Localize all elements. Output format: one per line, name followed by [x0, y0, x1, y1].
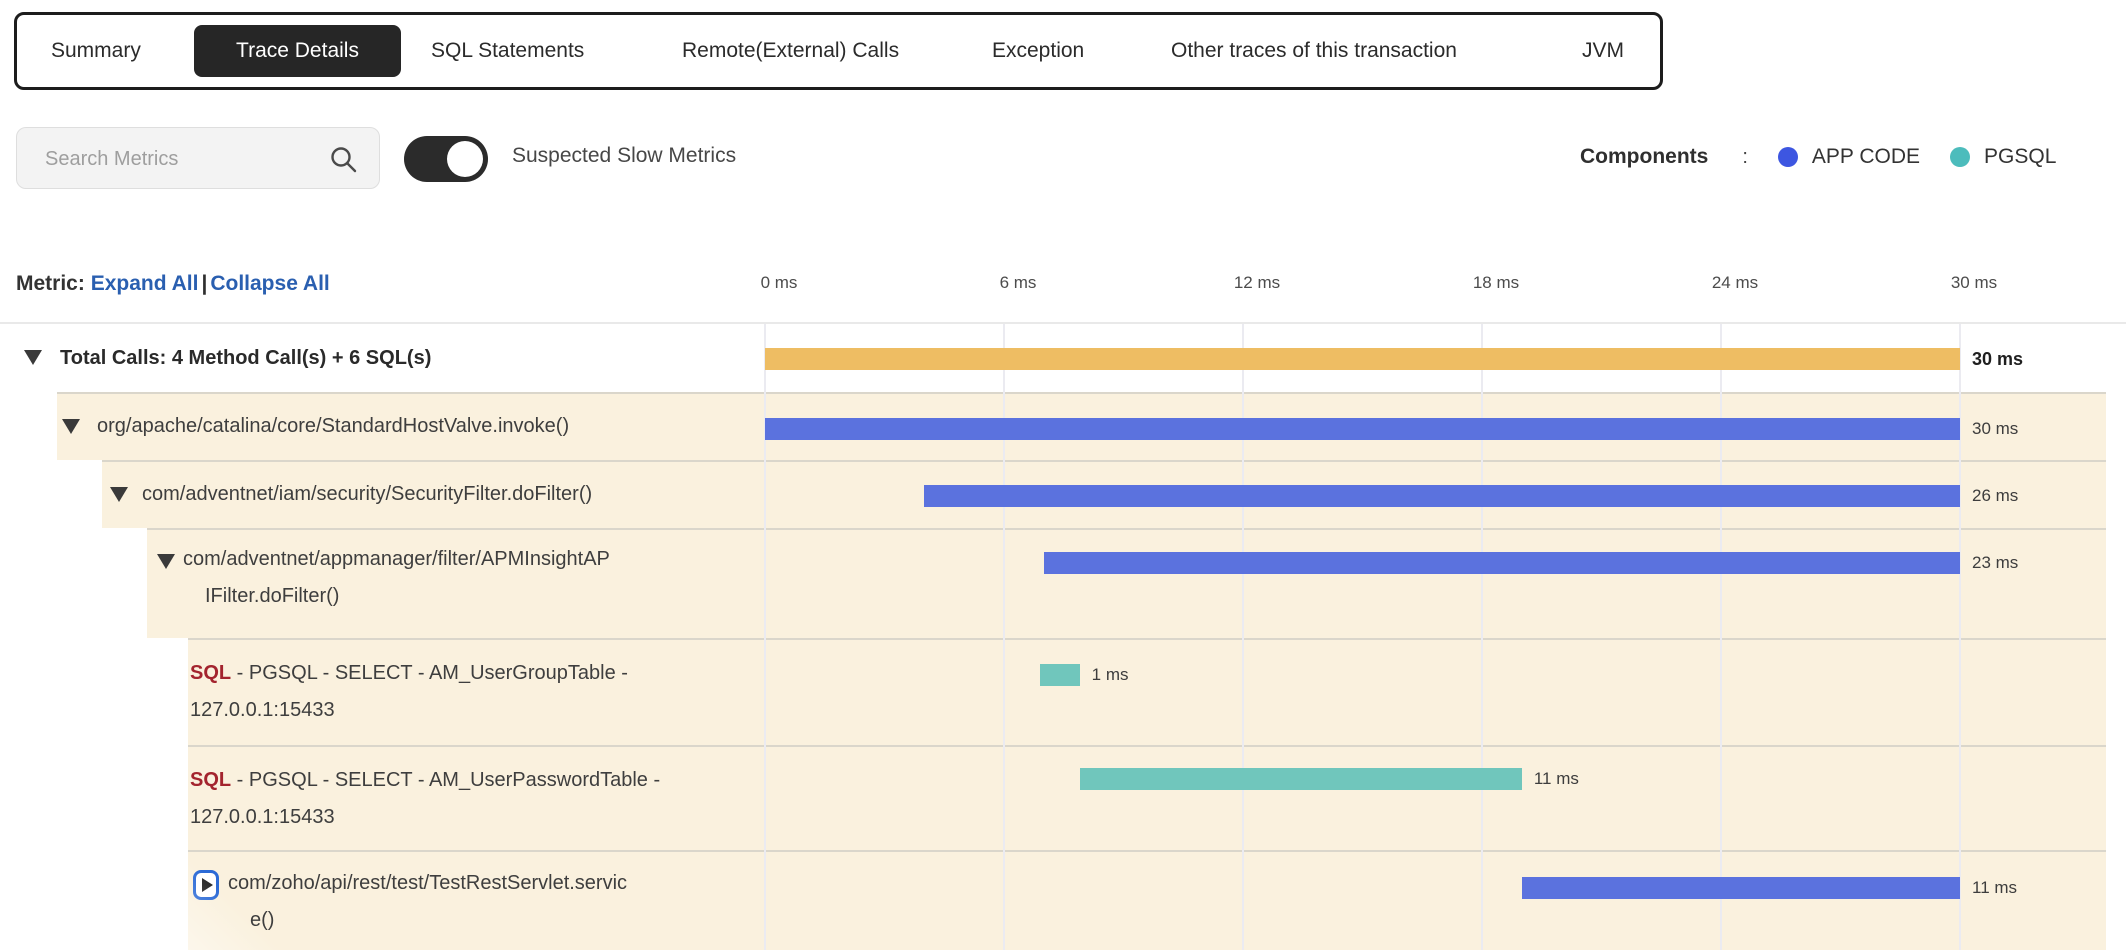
- duration-label: 30 ms: [1972, 349, 2024, 369]
- duration-bar-app-code[interactable]: [1043, 552, 1960, 574]
- waterfall-grid: Total Calls: 4 Method Call(s) + 6 SQL(s)…: [0, 322, 2126, 950]
- sql-tag: SQL: [190, 662, 232, 684]
- suspected-slow-metrics-toggle[interactable]: [404, 136, 488, 182]
- row-background: [147, 528, 2106, 638]
- collapse-triangle-icon[interactable]: [24, 350, 42, 365]
- play-icon: [202, 878, 213, 892]
- time-gridline: [1002, 324, 1005, 950]
- components-legend: Components : APP CODE PGSQL: [1580, 141, 2086, 173]
- tab-exception[interactable]: Exception: [992, 39, 1085, 62]
- duration-bar-pgsql[interactable]: [1079, 768, 1522, 790]
- row-background: [188, 638, 2106, 745]
- tab-bar: Summary Trace Details SQL Statements Remote…: [14, 12, 1663, 90]
- trace-row[interactable]: SQL - PGSQL - SELECT - AM_UserGroupTable…: [0, 638, 2126, 745]
- duration-bar-app-code[interactable]: [1521, 877, 1960, 899]
- metric-label: Metric:: [16, 272, 85, 295]
- duration-bar-app-code[interactable]: [924, 485, 1960, 507]
- time-gridline: [1719, 324, 1722, 950]
- trace-row[interactable]: com/zoho/api/rest/test/TestRestServlet.s…: [0, 850, 2126, 950]
- metric-label-text: org/apache/catalina/core/StandardHostVal…: [97, 414, 570, 437]
- tab-remote-external-calls[interactable]: Remote(External) Calls: [682, 39, 900, 62]
- trace-row[interactable]: com/adventnet/iam/security/SecurityFilte…: [0, 460, 2126, 528]
- time-gridline: [764, 324, 766, 950]
- axis-tick: 24 ms: [1711, 273, 1759, 292]
- axis-tick: 18 ms: [1472, 273, 1520, 292]
- legend-colon: :: [1742, 145, 1748, 168]
- collapse-triangle-icon[interactable]: [62, 419, 80, 434]
- trace-row[interactable]: SQL - PGSQL - SELECT - AM_UserPasswordTa…: [0, 745, 2126, 850]
- metric-toolbar: Metric: Expand All | Collapse All: [16, 272, 330, 296]
- tab-summary[interactable]: Summary: [51, 39, 141, 62]
- duration-bar-total[interactable]: [765, 348, 1960, 370]
- tab-sql-statements[interactable]: SQL Statements: [431, 39, 585, 62]
- expand-all-link[interactable]: Expand All: [90, 272, 199, 295]
- axis-tick: 6 ms: [999, 273, 1037, 292]
- tab-other-traces-of-this-transaction[interactable]: Other traces of this transaction: [1171, 39, 1457, 62]
- metric-label-text: Total Calls: 4 Method Call(s) + 6 SQL(s): [60, 346, 432, 369]
- metric-label-text: com/zoho/api/rest/test/TestRestServlet.s…: [228, 872, 628, 931]
- legend-dot-pgsql: [1950, 147, 1971, 167]
- search-icon[interactable]: [329, 145, 357, 173]
- search-metrics-input[interactable]: [43, 128, 337, 190]
- duration-bar-app-code[interactable]: [765, 418, 1960, 440]
- metric-label-text: SQL - PGSQL - SELECT - AM_UserGroupTable…: [190, 662, 628, 721]
- duration-label: 11 ms: [1972, 878, 2018, 897]
- collapse-triangle-icon[interactable]: [157, 554, 175, 569]
- toggle-knob: [447, 141, 483, 177]
- metric-label-text: com/adventnet/appmanager/filter/APMInsig…: [183, 548, 610, 607]
- trace-row[interactable]: com/adventnet/appmanager/filter/APMInsig…: [0, 528, 2126, 638]
- sql-tag: SQL: [190, 769, 232, 791]
- legend-item-label: APP CODE: [1811, 145, 1921, 168]
- search-metrics-box: [16, 127, 380, 190]
- legend-dot-app-code: [1777, 147, 1798, 167]
- toggle-label: Suspected Slow Metrics: [512, 144, 737, 167]
- legend-item-label: PGSQL: [1984, 145, 2057, 168]
- trace-row[interactable]: Total Calls: 4 Method Call(s) + 6 SQL(s)…: [0, 324, 2126, 392]
- axis-tick: 12 ms: [1233, 273, 1281, 292]
- row-background: [188, 850, 2106, 950]
- duration-label: 11 ms: [1533, 769, 1579, 788]
- legend-title: Components: [1580, 145, 1709, 168]
- time-gridline: [1241, 324, 1244, 950]
- axis-tick: 30 ms: [1950, 273, 1998, 292]
- trace-row[interactable]: org/apache/catalina/core/StandardHostVal…: [0, 392, 2126, 460]
- metric-label-text: com/adventnet/iam/security/SecurityFilte…: [142, 482, 593, 505]
- collapse-all-link[interactable]: Collapse All: [210, 272, 330, 295]
- link-divider: |: [201, 272, 208, 295]
- duration-label: 1 ms: [1091, 665, 1129, 684]
- metric-label-text: SQL - PGSQL - SELECT - AM_UserPasswordTa…: [190, 769, 661, 828]
- row-background: [188, 745, 2106, 850]
- duration-label: 23 ms: [1972, 553, 2019, 572]
- axis-tick: 0 ms: [760, 273, 798, 292]
- duration-label: 26 ms: [1972, 486, 2019, 505]
- time-gridline: [1480, 324, 1483, 950]
- duration-label: 30 ms: [1972, 419, 2019, 438]
- play-expand-button[interactable]: [193, 870, 219, 900]
- tab-jvm[interactable]: JVM: [1582, 39, 1624, 62]
- duration-bar-pgsql[interactable]: [1039, 664, 1080, 686]
- time-gridline: [1958, 324, 1961, 950]
- collapse-triangle-icon[interactable]: [110, 487, 128, 502]
- tab-trace-details[interactable]: Trace Details: [194, 25, 401, 77]
